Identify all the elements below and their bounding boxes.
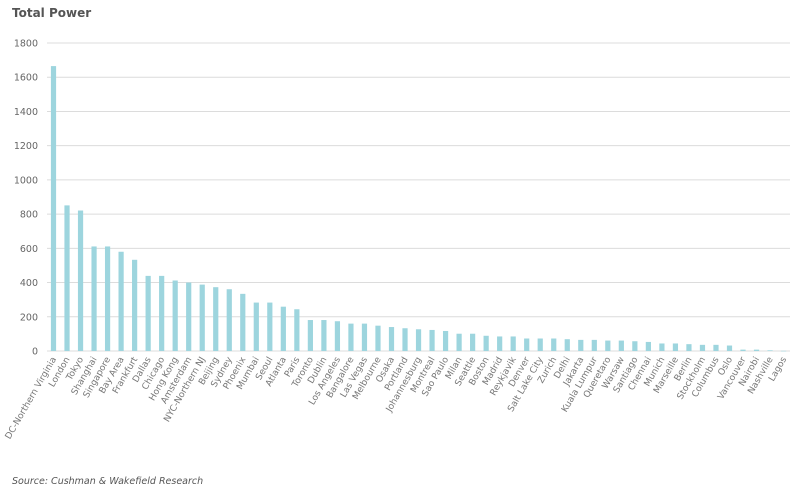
bar: [104, 246, 111, 351]
bar: [294, 309, 300, 351]
bar: [267, 302, 273, 351]
bar: [429, 329, 435, 351]
bar: [483, 335, 489, 351]
bar: [551, 338, 557, 351]
y-tick-label: 600: [20, 244, 38, 255]
bar: [91, 246, 97, 351]
bar: [591, 339, 597, 351]
y-tick-label: 1800: [14, 39, 38, 50]
bar: [64, 205, 70, 351]
y-tick-label: 800: [20, 210, 38, 221]
bar: [726, 345, 733, 351]
bar: [415, 329, 422, 351]
bar: [375, 325, 381, 351]
bar: [524, 338, 530, 351]
source-note: Source: Cushman & Wakefield Research: [12, 476, 203, 487]
bar: [672, 343, 679, 351]
y-tick-label: 200: [20, 312, 38, 323]
bars: [50, 66, 787, 352]
bar: [645, 341, 651, 351]
bar: [240, 293, 246, 351]
y-axis: 0 200 400 600 800 1000 1200 1400 1600 1800: [14, 39, 38, 358]
bar: [618, 340, 624, 351]
bar: [199, 284, 205, 351]
bar: [388, 327, 395, 351]
bar: [361, 323, 368, 351]
x-axis: DC-Northern VirginiaLondonTokyoShanghaiS…: [4, 355, 790, 441]
bar: [740, 349, 746, 351]
bar: [253, 302, 259, 351]
bar: [145, 275, 151, 351]
bar: [402, 328, 408, 351]
y-tick-label: 1600: [14, 73, 38, 84]
bar: [510, 336, 516, 351]
bar: [470, 333, 476, 351]
y-tick-label: 0: [32, 347, 38, 358]
bar: [699, 344, 706, 351]
bar: [780, 350, 787, 352]
bar: [321, 320, 327, 351]
bar: [159, 275, 165, 351]
chart-title: Total Power: [12, 6, 91, 20]
bar: [186, 282, 192, 351]
bar: [77, 210, 84, 351]
bar: [280, 306, 286, 351]
bar: [632, 341, 638, 351]
bar: [659, 343, 665, 351]
bar: [50, 66, 57, 351]
bar: [537, 338, 543, 351]
bar: [753, 349, 760, 351]
y-tick-label: 400: [20, 278, 38, 289]
y-tick-label: 1400: [14, 107, 38, 118]
bar: [334, 321, 341, 351]
x-tick-label: DC-Northern Virginia: [4, 356, 59, 442]
bar: [497, 336, 503, 351]
bar: [442, 330, 449, 351]
bar: [307, 320, 313, 351]
bar: [226, 289, 232, 351]
bar: [172, 280, 178, 351]
bar: [686, 344, 692, 351]
y-tick-label: 1000: [14, 175, 38, 186]
bar: [348, 323, 354, 351]
bar: [213, 287, 219, 351]
bar: [713, 344, 719, 351]
bar: [564, 339, 570, 351]
y-tick-label: 1200: [14, 141, 38, 152]
bar: [456, 333, 462, 351]
bar: [767, 350, 773, 351]
gridlines: [47, 42, 790, 352]
bar: [118, 251, 124, 351]
bar: [578, 339, 584, 351]
bar: [132, 259, 138, 351]
bar: [605, 340, 611, 351]
